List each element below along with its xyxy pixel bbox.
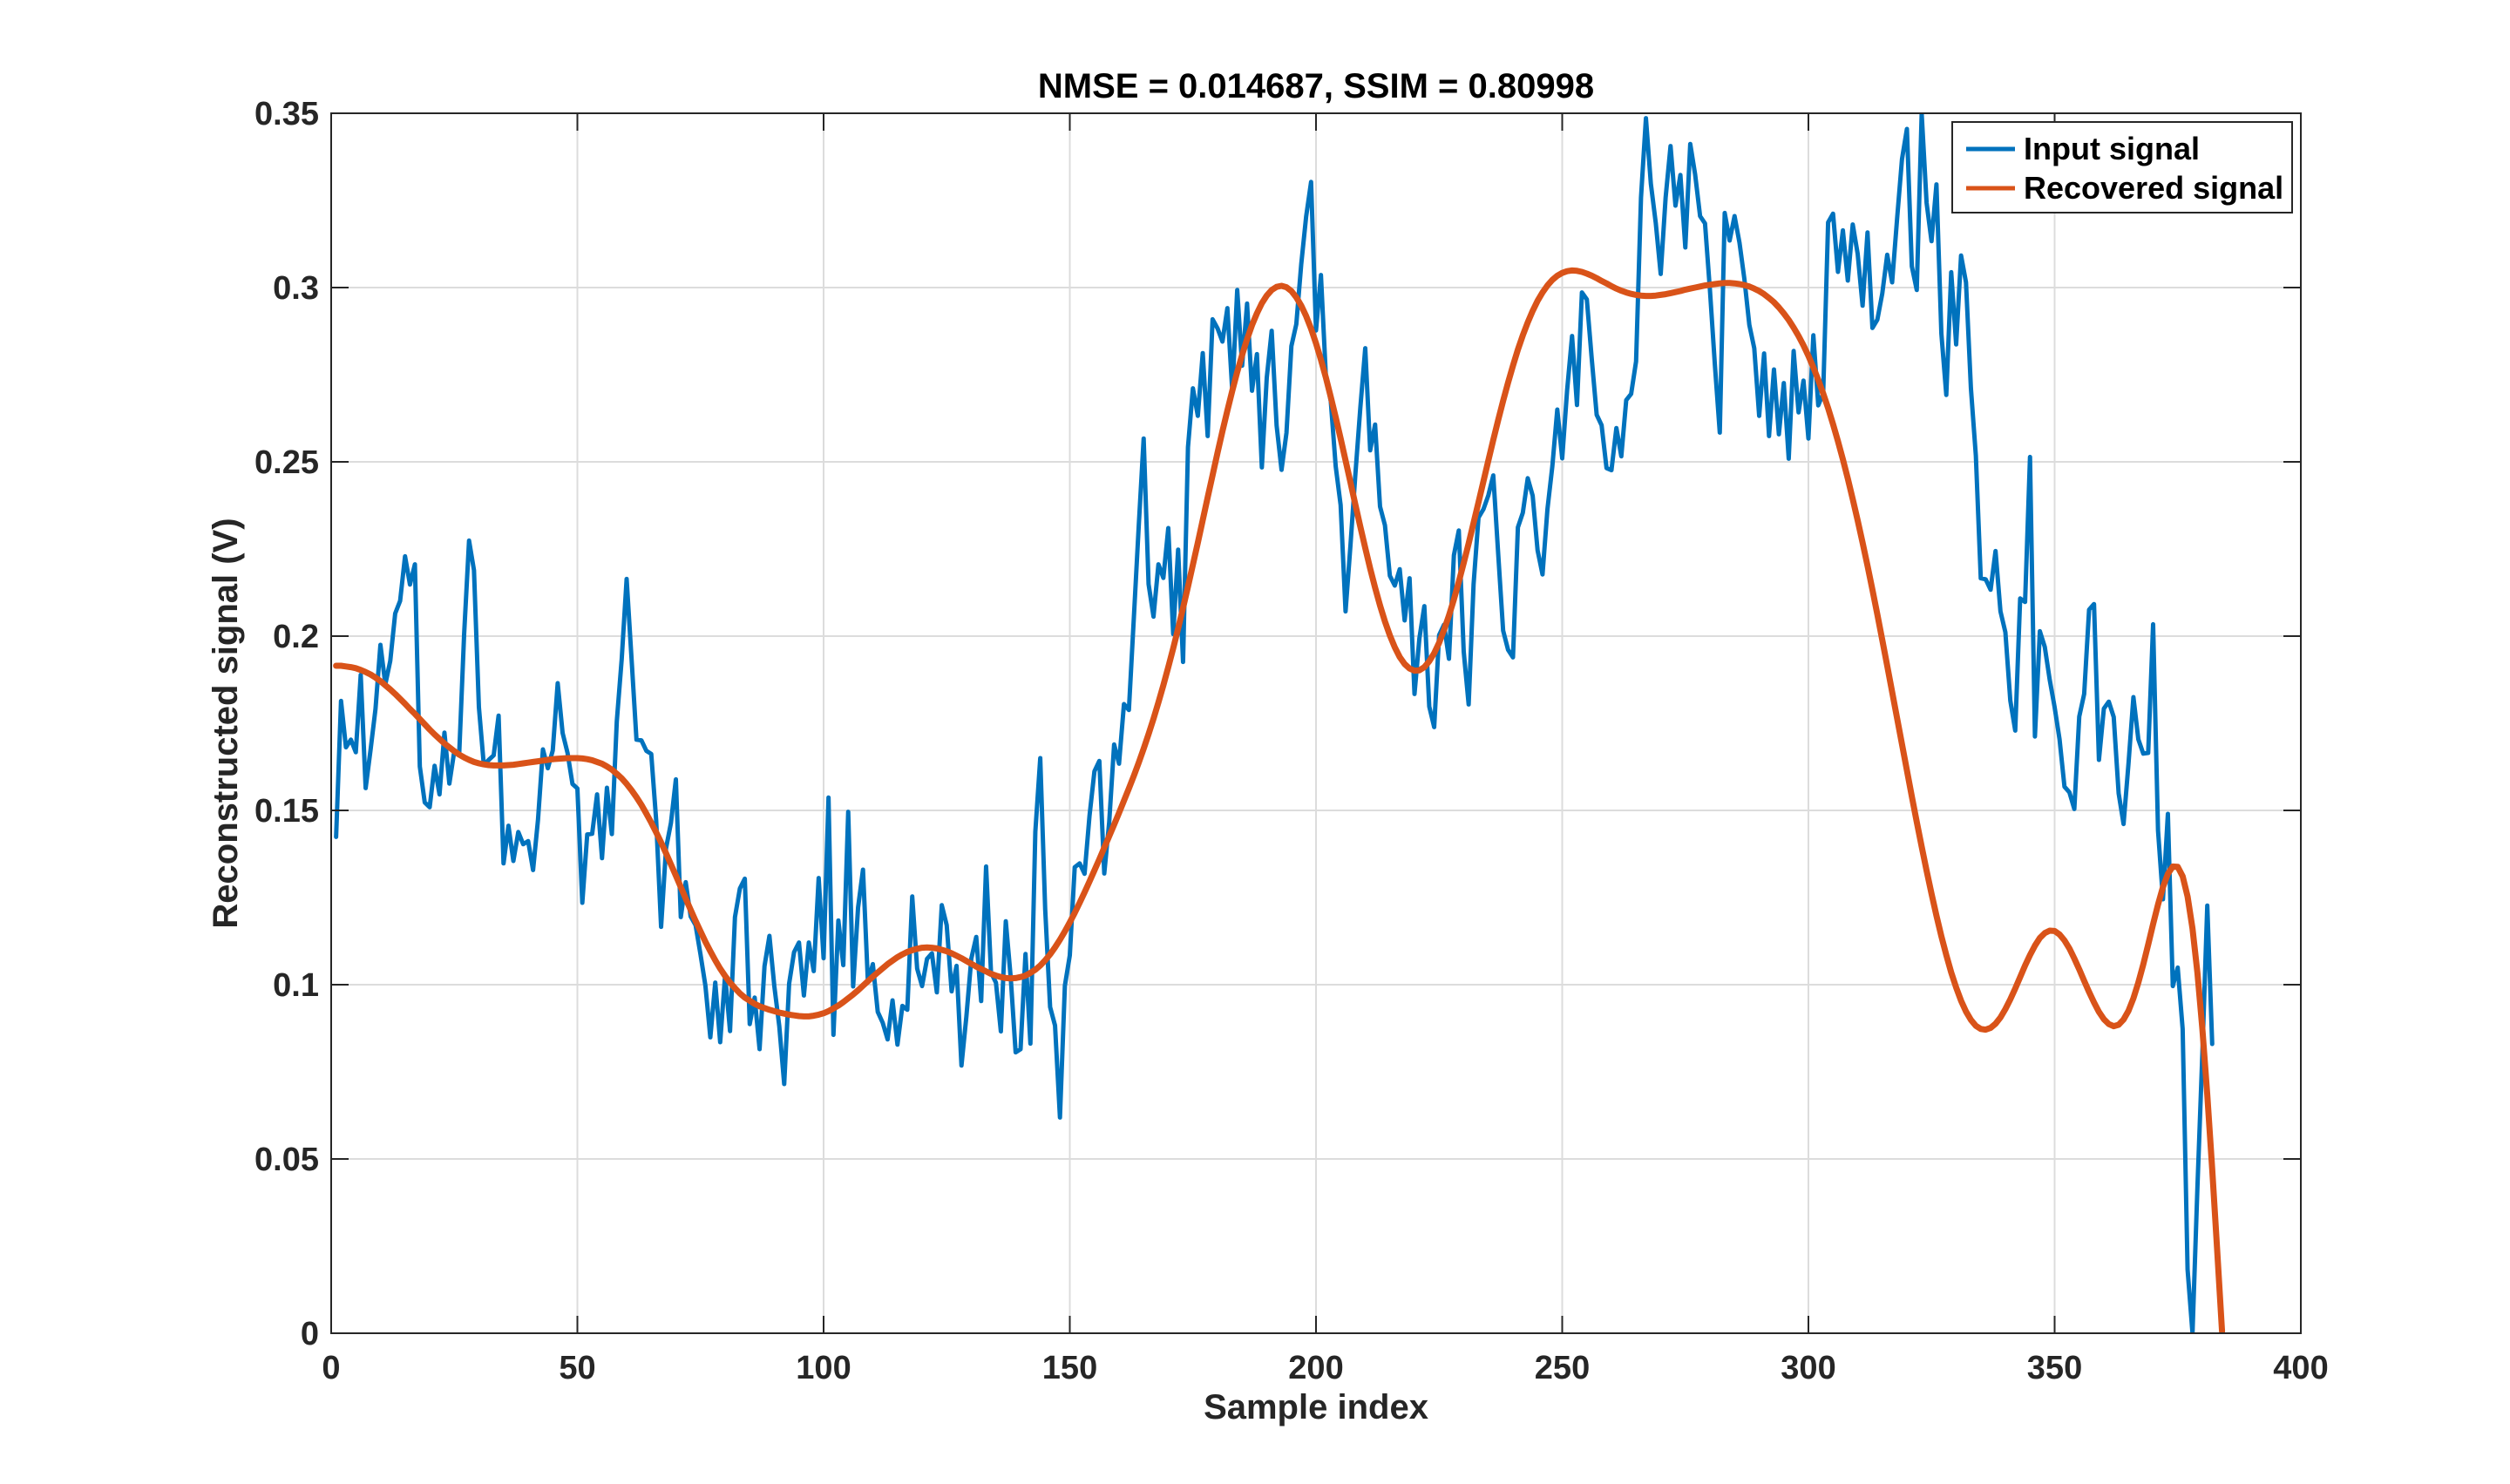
grid (331, 113, 2301, 1333)
x-tick-label: 100 (796, 1350, 851, 1386)
x-tick-label: 300 (1781, 1350, 1835, 1386)
x-tick-label: 350 (2027, 1350, 2082, 1386)
y-axis-label: Reconstructed signal (V) (207, 518, 245, 928)
y-tick-label: 0.35 (254, 96, 319, 132)
x-tick-label: 250 (1535, 1350, 1590, 1386)
x-tick-label: 400 (2273, 1350, 2328, 1386)
y-tick-label: 0.15 (254, 793, 319, 830)
y-tick-label: 0.2 (273, 619, 319, 655)
legend-label-input-signal: Input signal (2024, 131, 2200, 166)
legend-label-recovered-signal: Recovered signal (2024, 170, 2283, 206)
legend-box (1951, 121, 2293, 213)
legend: Input signal Recovered signal (1951, 121, 2293, 213)
series-layer (333, 113, 2226, 1333)
x-axis-label: Sample index (1204, 1388, 1428, 1426)
x-tick-label: 50 (559, 1350, 595, 1386)
y-tick-label: 0 (301, 1316, 319, 1352)
x-tick-label: 150 (1042, 1350, 1097, 1386)
x-tick-label: 200 (1288, 1350, 1343, 1386)
data-viewport (333, 113, 2226, 1333)
x-tick-label: 0 (322, 1350, 340, 1386)
series-line-input-signal (334, 113, 2215, 1333)
y-tick-label: 0.1 (273, 967, 319, 1004)
series-line-recovered-signal (333, 267, 2226, 1333)
ticks: 0 50 100 150 200 250 300 350 400 0 0.05 0.1 0.15 0.2 0… (254, 96, 2329, 1386)
y-tick-label: 0.25 (254, 444, 319, 481)
y-tick-label: 0.3 (273, 270, 319, 307)
chart-title: NMSE = 0.014687, SSIM = 0.80998 (1038, 67, 1594, 105)
y-tick-label: 0.05 (254, 1142, 319, 1178)
